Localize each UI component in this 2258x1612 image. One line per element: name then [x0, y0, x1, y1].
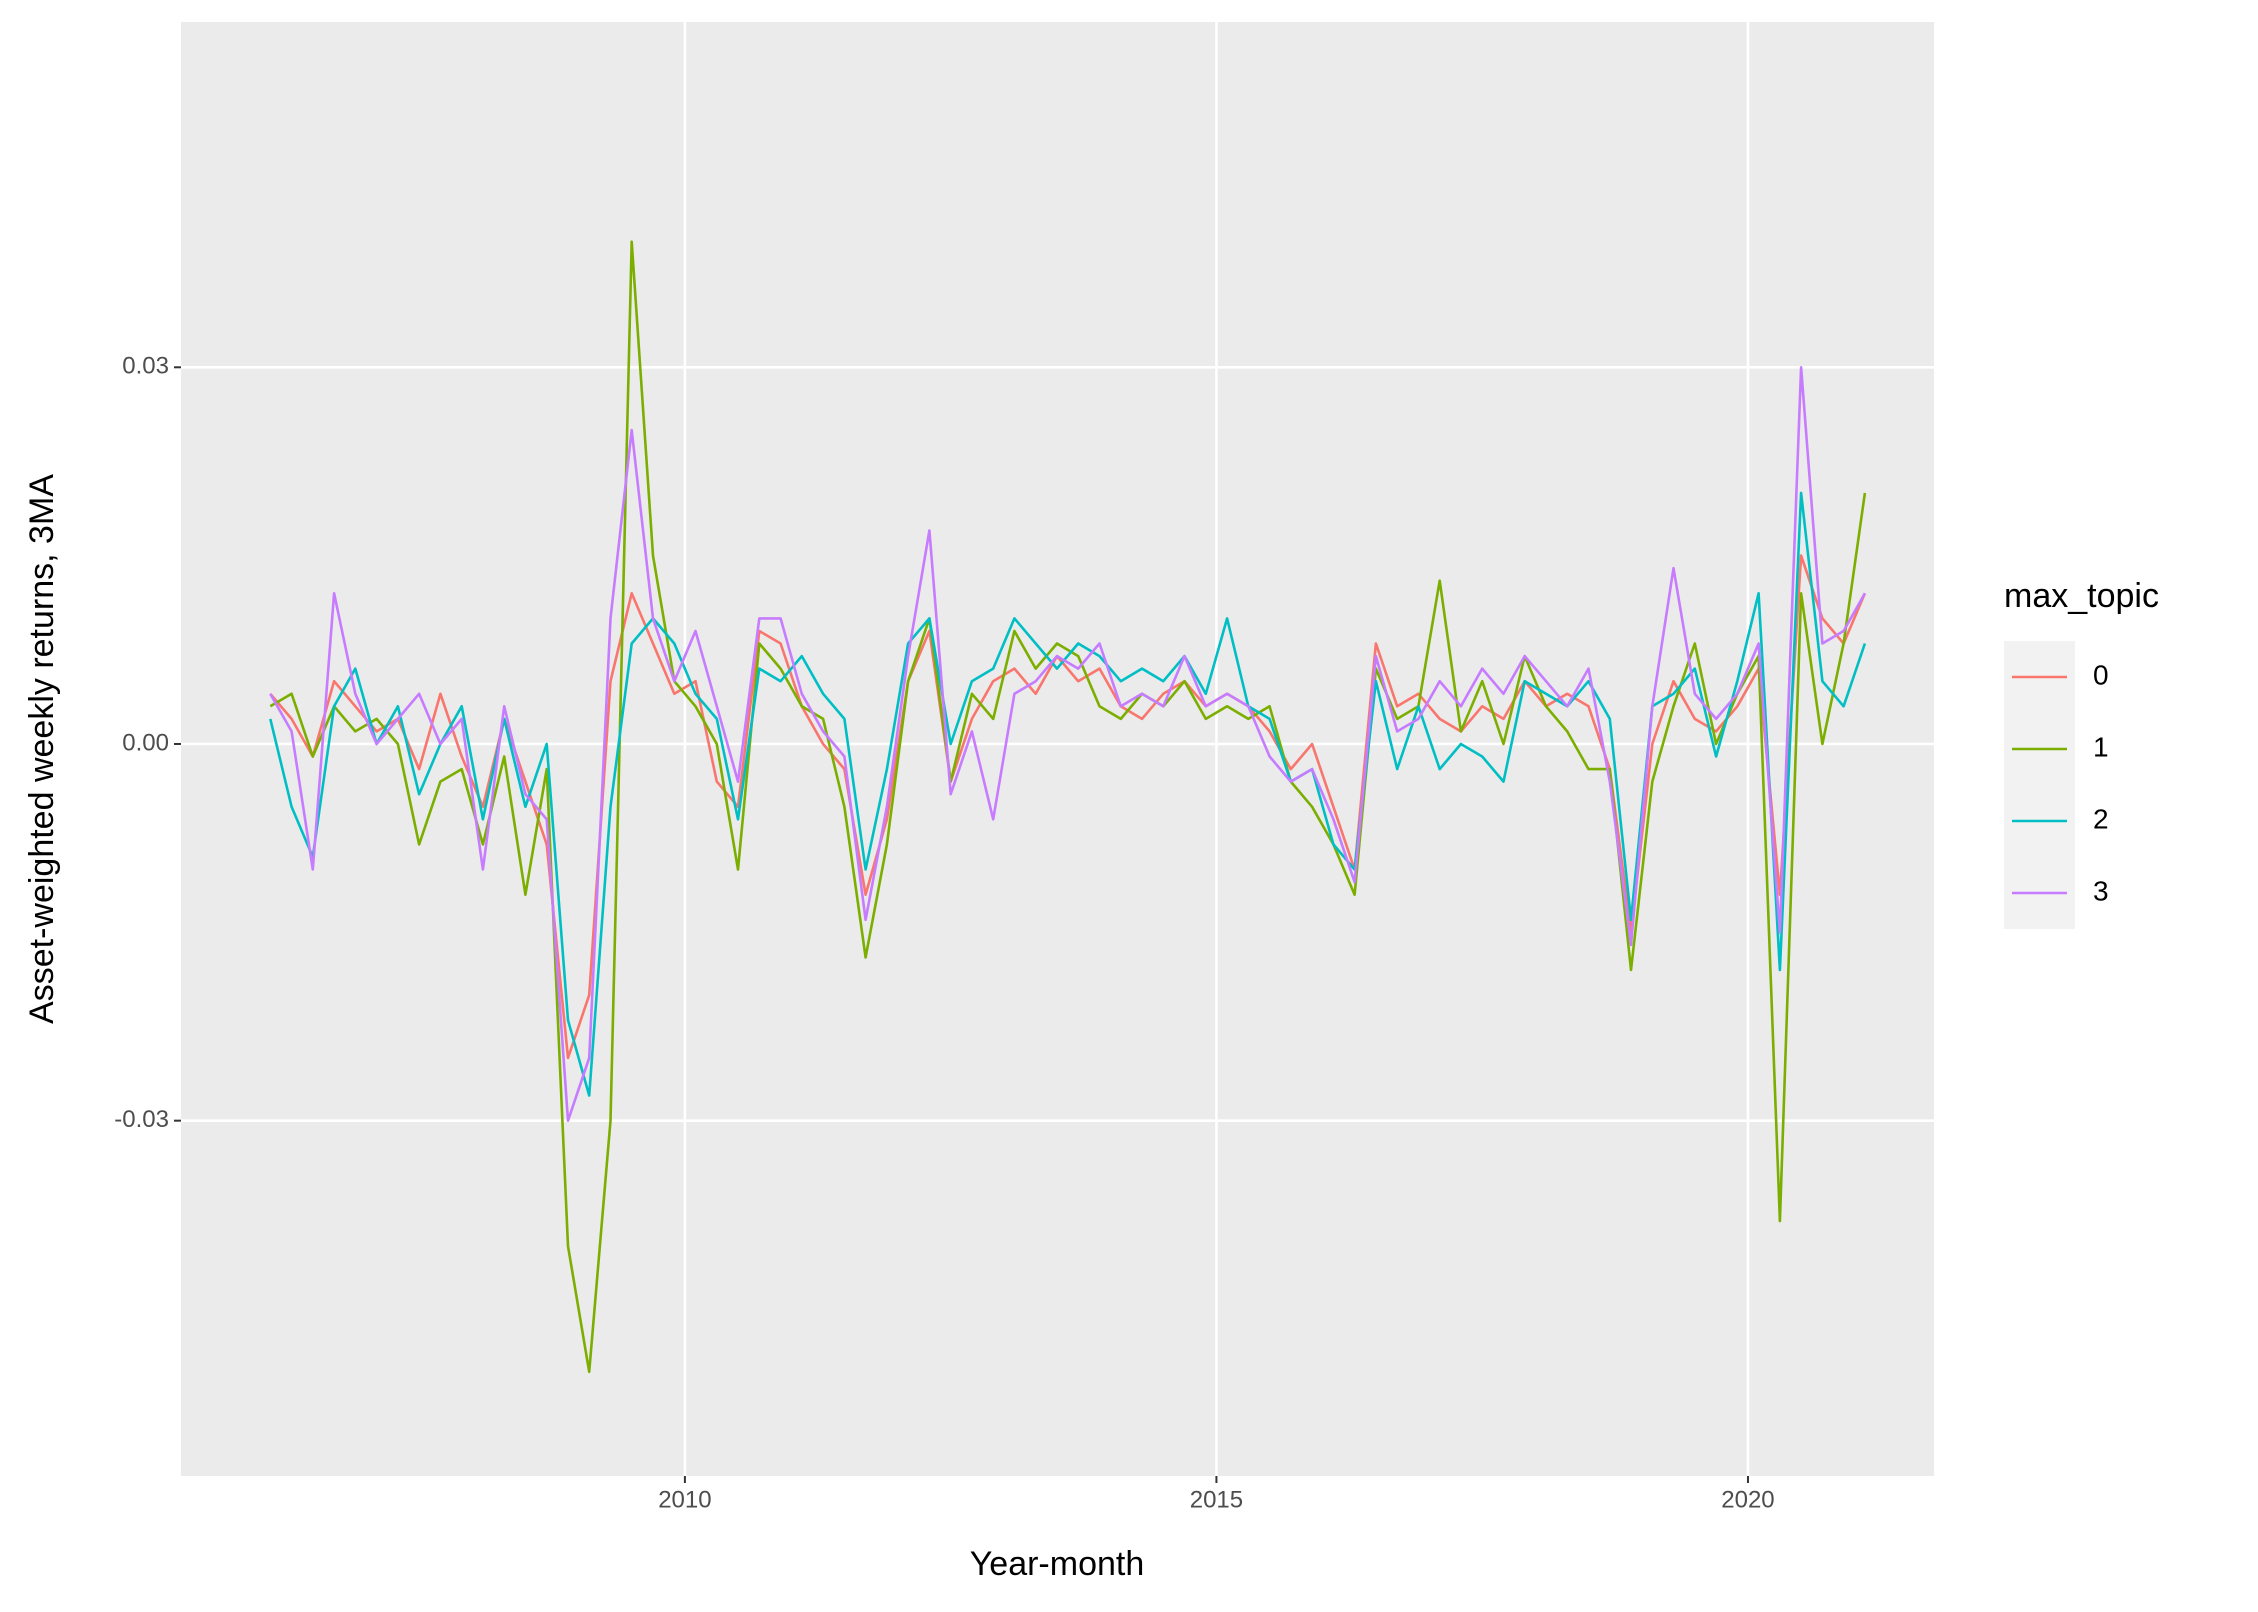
y-tick-label: 0.00 — [122, 729, 169, 756]
x-axis-title: Year-month — [970, 1545, 1145, 1583]
legend-label: 0 — [2093, 659, 2109, 690]
axes: -0.03 0.00 0.03 2010 2015 2020 — [114, 353, 1774, 1514]
series-line — [269, 554, 1867, 1060]
plot-panel — [181, 22, 1934, 1476]
x-tick-label: 2015 — [1190, 1486, 1243, 1513]
y-tick-label: -0.03 — [114, 1106, 169, 1133]
series-line — [269, 366, 1867, 1122]
x-tick-label: 2020 — [1721, 1486, 1774, 1513]
legend-label: 3 — [2093, 875, 2109, 906]
y-tick-label: 0.03 — [122, 353, 169, 380]
legend-label: 1 — [2093, 731, 2109, 762]
legend-key-background — [2004, 641, 2075, 929]
grid — [181, 22, 1934, 1476]
legend-label: 2 — [2093, 803, 2109, 834]
legend: 0 1 2 3 — [2012, 659, 2109, 906]
x-tick-label: 2010 — [658, 1486, 711, 1513]
series-line — [269, 491, 1867, 1097]
legend-title: max_topic — [2004, 577, 2159, 615]
series-line — [269, 240, 1867, 1374]
y-axis-title: Asset-weighted weekly returns, 3MA — [23, 474, 61, 1024]
lines — [269, 240, 1867, 1374]
